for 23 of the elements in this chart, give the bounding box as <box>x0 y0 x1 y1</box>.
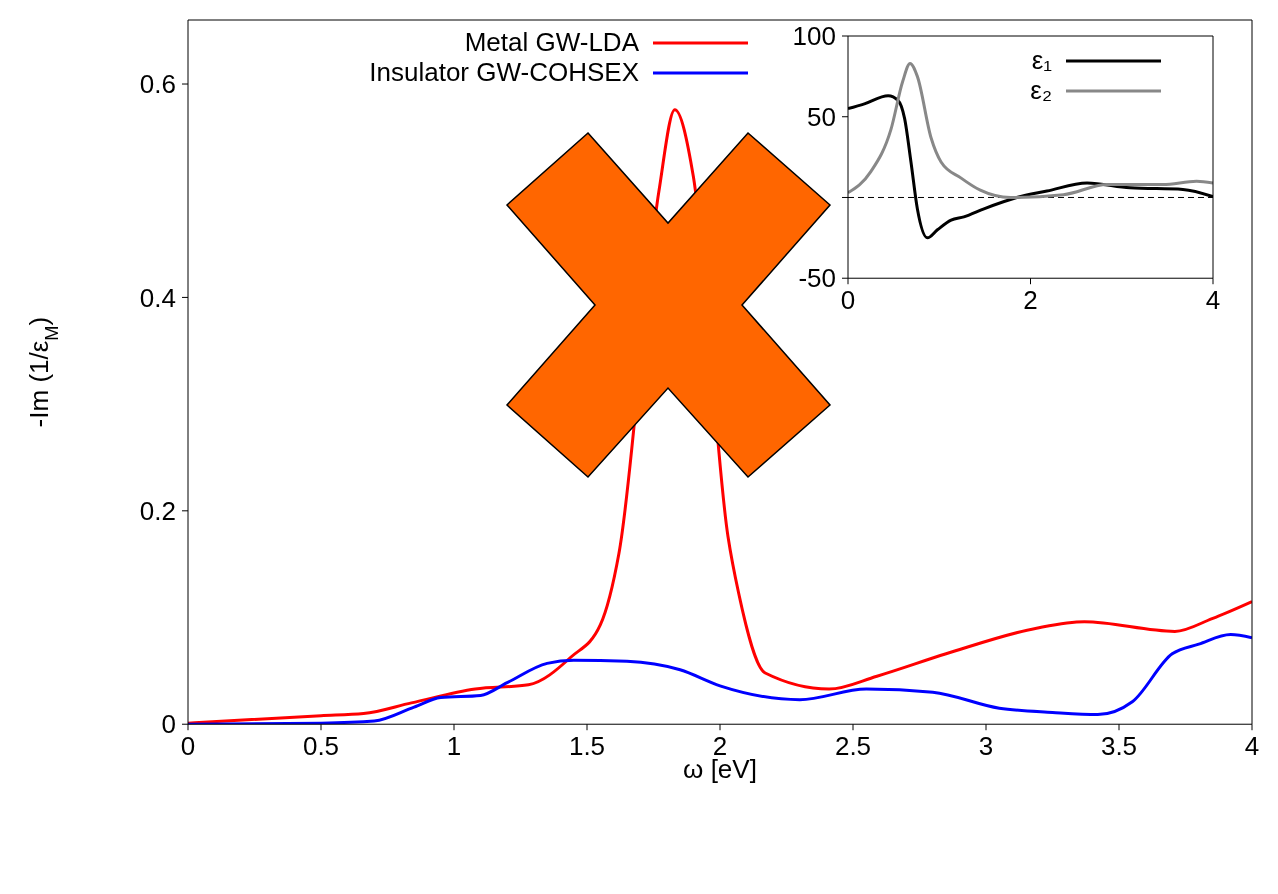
y-tick-label: 0.4 <box>139 282 176 313</box>
y-tick-label: -50 <box>798 263 836 294</box>
x-tick-label: 3.5 <box>1100 730 1138 761</box>
x-tick-label: 2.5 <box>834 730 872 761</box>
y-tick-label: 0.2 <box>139 496 176 527</box>
y-tick-label: 0 <box>161 709 176 740</box>
x-axis-title: ω [eV] <box>683 754 757 785</box>
x-tick-label: 4 <box>1205 284 1221 315</box>
x-tick-label: 0 <box>840 284 856 315</box>
legend-label: Metal GW-LDA <box>464 27 639 58</box>
x-tick-label: 2 <box>1023 284 1038 315</box>
x-tick-label: 0 <box>180 730 196 761</box>
legend-label: Insulator GW-COHSEX <box>369 56 639 88</box>
legend-label: ε₂ <box>1030 74 1052 106</box>
x-tick-label: 3 <box>978 730 994 761</box>
legend-label: ε₁ <box>1031 45 1052 76</box>
x-tick-label: 0.5 <box>302 730 340 761</box>
y-tick-label: 50 <box>807 101 836 132</box>
y-tick-label: 0.6 <box>139 69 176 100</box>
x-tick-label: 4 <box>1244 730 1260 761</box>
x-tick-label: 1 <box>446 730 462 761</box>
x-tick-label: 1.5 <box>568 730 606 761</box>
y-tick-label: 100 <box>792 21 836 52</box>
